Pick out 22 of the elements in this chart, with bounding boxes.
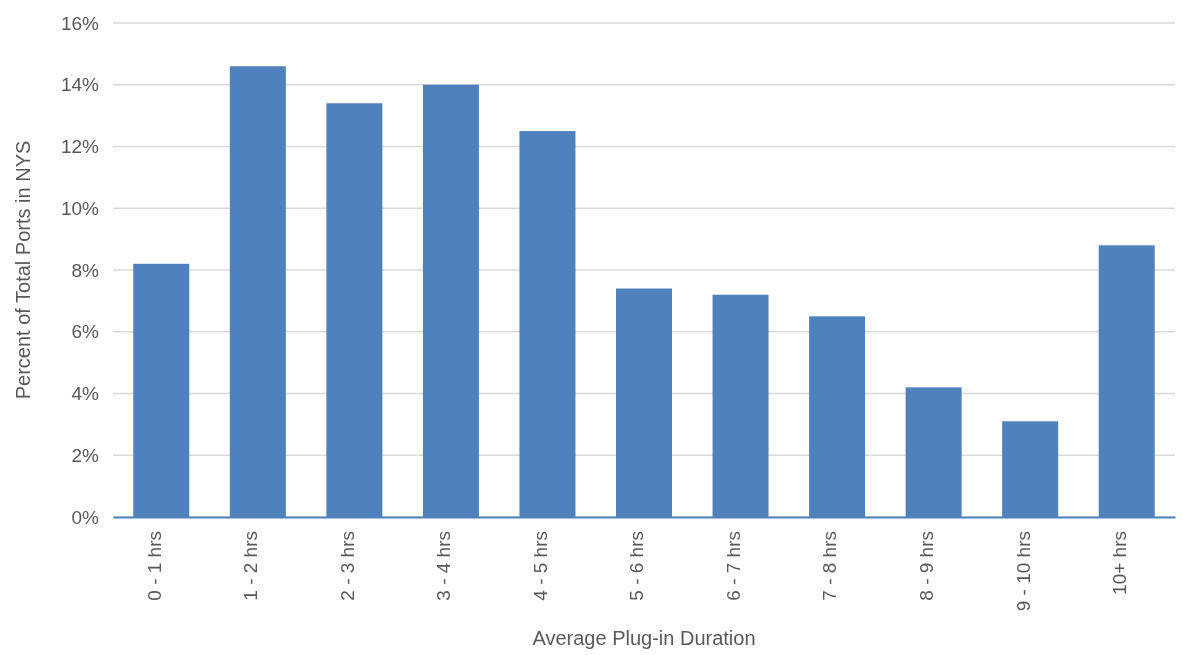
y-tick-label: 4% [71,383,100,405]
x-tick-label: 2 - 3 hrs [336,531,358,601]
x-axis-title: Average Plug-in Duration [532,627,756,649]
y-tick-label: 0% [71,506,100,528]
x-tick-label: 3 - 4 hrs [433,531,455,601]
y-tick-label: 12% [60,136,100,158]
x-tick-label: 0 - 1 hrs [143,531,165,601]
x-tick-label: 8 - 9 hrs [915,531,937,601]
x-tick-label: 6 - 7 hrs [722,531,744,601]
y-tick-label: 8% [71,259,100,281]
x-tick-label: 7 - 8 hrs [819,531,841,601]
y-axis-title: Percent of Total Ports in NYS [12,140,34,400]
y-tick-label: 2% [71,444,100,466]
x-tick-label: 4 - 5 hrs [529,531,551,601]
x-tick-label: 10+ hrs [1109,531,1131,595]
y-tick-label: 6% [71,321,100,343]
x-tick-label: 5 - 6 hrs [626,531,648,601]
y-tick-label: 16% [60,12,100,34]
y-tick-label: 10% [60,197,100,219]
y-tick-label: 14% [60,74,100,96]
x-tick-label: 1 - 2 hrs [240,531,262,601]
x-tick-label: 9 - 10 hrs [1012,531,1034,612]
